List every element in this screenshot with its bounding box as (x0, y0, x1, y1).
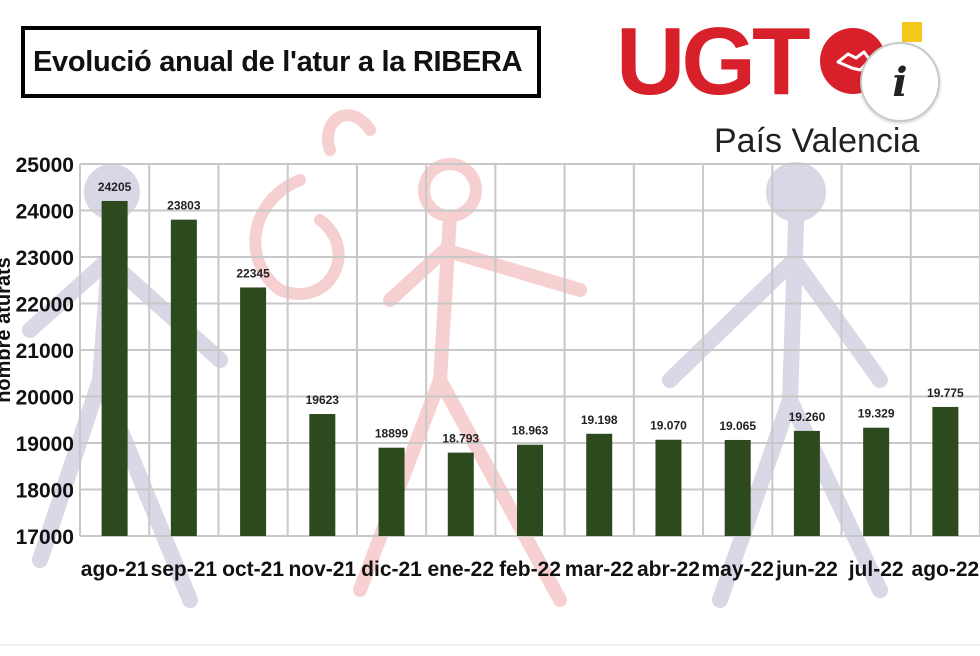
x-tick-label: abr-22 (637, 558, 700, 581)
y-tick-label: 22000 (16, 294, 74, 317)
bar (932, 406, 959, 536)
y-tick-label: 19000 (16, 433, 74, 456)
chart-title: Evolució anual de l'atur a la RIBERA (33, 45, 523, 78)
y-tick-label: 25000 (16, 154, 74, 177)
bar (863, 427, 890, 536)
x-tick-label: mar-22 (565, 558, 634, 581)
data-label: 18899 (375, 427, 409, 441)
data-label: 19.198 (581, 413, 618, 427)
info-button[interactable]: i (860, 42, 940, 122)
bar (378, 447, 405, 536)
data-label: 19.775 (927, 386, 964, 400)
bar (655, 439, 682, 536)
x-tick-label: ene-22 (427, 558, 494, 581)
bar (240, 287, 267, 536)
y-tick-label: 23000 (16, 247, 74, 270)
bar (517, 444, 543, 536)
y-tick-label: 21000 (16, 340, 74, 363)
y-tick-label: 17000 (16, 526, 74, 549)
x-tick-label: ago-22 (912, 558, 980, 581)
data-label: 18.963 (512, 424, 549, 438)
x-tick-label: ago-21 (81, 558, 149, 581)
x-tick-label: jun-22 (775, 558, 838, 581)
x-tick-label: nov-21 (288, 558, 356, 581)
y-tick-label: 20000 (16, 387, 74, 410)
bar (586, 433, 613, 536)
handshake-icon (836, 50, 872, 72)
data-label: 18.793 (442, 432, 479, 446)
info-icon: i (892, 58, 908, 106)
logo-subtitle: País Valencia (714, 122, 920, 160)
data-label: 19623 (306, 393, 340, 407)
data-label: 19.070 (650, 419, 687, 433)
bar (101, 200, 128, 536)
data-label: 19.065 (719, 419, 756, 433)
data-label: 19.329 (858, 407, 895, 421)
chart-title-box: Evolució anual de l'atur a la RIBERA (21, 26, 541, 98)
x-tick-label: may-22 (701, 558, 773, 581)
x-tick-label: sep-21 (151, 558, 218, 581)
x-tick-label: oct-21 (222, 558, 284, 581)
data-label: 22345 (236, 266, 270, 280)
x-tick-label: feb-22 (499, 558, 561, 581)
ugt-logo: UGT (616, 8, 811, 115)
bottom-divider (0, 644, 980, 646)
y-axis-label: nombre aturats (0, 257, 15, 403)
bar (793, 430, 820, 536)
bar (447, 452, 474, 536)
bar (309, 414, 336, 536)
data-label: 24205 (98, 180, 132, 194)
bar (724, 439, 751, 536)
x-tick-label: dic-21 (361, 558, 422, 581)
data-label: 19.260 (789, 410, 826, 424)
data-label: 23803 (167, 199, 201, 213)
bar (170, 219, 197, 536)
x-tick-label: jul-22 (848, 558, 904, 581)
y-tick-label: 18000 (16, 480, 74, 503)
flag-icon (902, 22, 922, 42)
y-tick-label: 24000 (16, 201, 74, 224)
